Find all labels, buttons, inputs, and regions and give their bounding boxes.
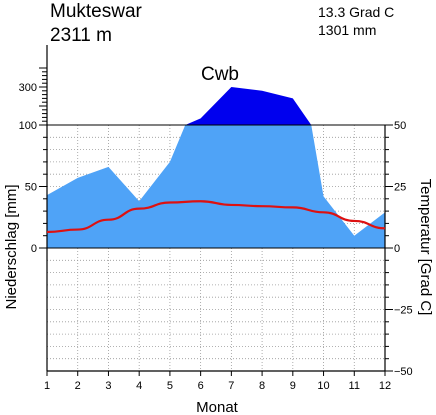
x-tick-label: 3: [105, 380, 111, 392]
x-tick-label: 9: [290, 380, 296, 392]
x-tick-label: 1: [44, 380, 50, 392]
left-tick-label: 50: [25, 182, 37, 194]
right-tick-label: −25: [394, 305, 413, 317]
left-tick-label: 0: [31, 243, 37, 255]
climate-class: Cwb: [201, 64, 239, 85]
x-tick-label: 2: [75, 380, 81, 392]
x-tick-label: 6: [198, 380, 204, 392]
right-tick-label: −50: [394, 366, 413, 378]
left-axis-label: Niederschlag [mm]: [3, 184, 20, 309]
precipitation-area: [47, 125, 385, 248]
x-tick-label: 12: [379, 380, 391, 392]
temperature-line-layer: [46, 200, 386, 234]
left-tick-label: 300: [19, 82, 37, 94]
right-tick-label: 25: [394, 182, 406, 194]
x-tick-label: 5: [167, 380, 173, 392]
station-name: Mukteswar: [50, 1, 143, 22]
x-tick-label: 8: [259, 380, 265, 392]
mean-temperature: 13.3 Grad C: [318, 4, 394, 20]
x-tick-label: 10: [317, 380, 329, 392]
right-tick-label: 0: [394, 243, 400, 255]
annual-precipitation: 1301 mm: [318, 22, 376, 38]
temperature-line: [46, 200, 386, 234]
x-tick-label: 7: [228, 380, 234, 392]
right-axis-label: Temperatur [Grad C]: [417, 179, 434, 316]
precipitation-areas: [47, 87, 385, 248]
station-elevation: 2311 m: [50, 25, 112, 46]
left-tick-label: 100: [19, 120, 37, 132]
x-axis-label: Monat: [196, 399, 239, 415]
right-tick-label: 50: [394, 120, 406, 132]
excess-precipitation-area: [185, 87, 312, 125]
x-tick-label: 4: [136, 380, 142, 392]
axes: [39, 45, 393, 376]
x-tick-label: 11: [349, 380, 360, 392]
